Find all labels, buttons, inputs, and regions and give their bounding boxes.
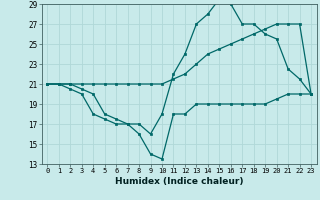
X-axis label: Humidex (Indice chaleur): Humidex (Indice chaleur): [115, 177, 244, 186]
